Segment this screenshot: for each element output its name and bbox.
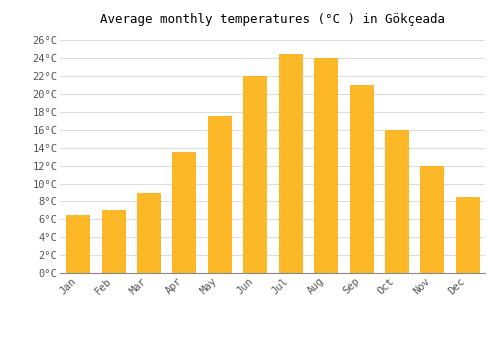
Bar	[456, 197, 479, 273]
Bar	[102, 210, 124, 273]
Bar	[66, 215, 89, 273]
Bar	[172, 152, 196, 273]
Bar	[278, 54, 301, 273]
Bar	[208, 117, 231, 273]
Bar	[385, 130, 408, 273]
Bar	[137, 193, 160, 273]
Title: Average monthly temperatures (°C ) in Gökçeada: Average monthly temperatures (°C ) in Gö…	[100, 13, 445, 26]
Bar	[350, 85, 372, 273]
Bar	[244, 76, 266, 273]
Bar	[420, 166, 444, 273]
Bar	[314, 58, 337, 273]
